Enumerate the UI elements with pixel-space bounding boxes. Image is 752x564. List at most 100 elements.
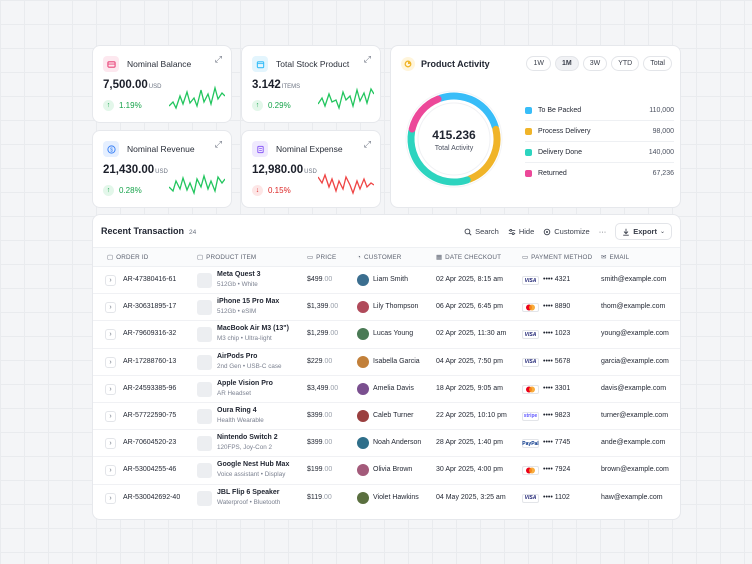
expand-row-icon[interactable]: › bbox=[105, 275, 116, 286]
order-id: AR-57722590-75 bbox=[123, 411, 177, 419]
table-row[interactable]: › AR-24593385-96 Apple Vision Pro AR Headse… bbox=[93, 376, 680, 403]
customize-button[interactable]: Customize bbox=[543, 227, 590, 236]
expand-row-icon[interactable]: › bbox=[105, 410, 116, 422]
price: $1,399.00 bbox=[307, 303, 339, 311]
checkout-date: 18 Apr 2025, 9:05 am bbox=[436, 384, 503, 392]
product-image bbox=[197, 354, 212, 370]
visa-logo-icon: VISA bbox=[522, 276, 539, 285]
stat-title: Nominal Revenue bbox=[127, 144, 195, 154]
table-row[interactable]: › AR-47380416-61 Meta Quest 3 512Gb • White… bbox=[93, 267, 680, 295]
table-row[interactable]: › AR-57722590-75 Oura Ring 4 Health Wearabl… bbox=[93, 403, 680, 431]
product-subtitle: 512Gb • eSIM bbox=[217, 308, 257, 316]
table-toolbar: Search Hide Customize ··· Export ⌄ bbox=[464, 223, 672, 240]
order-id: AR-30631895-17 bbox=[123, 303, 177, 311]
email[interactable]: haw@example.com bbox=[601, 493, 663, 501]
col-price[interactable]: ▭ PRICE bbox=[307, 254, 337, 261]
product-subtitle: 512Gb • White bbox=[217, 281, 258, 288]
mail-icon: ✉ bbox=[601, 254, 607, 261]
donut-segment bbox=[407, 128, 471, 186]
expand-row-icon[interactable]: › bbox=[105, 465, 116, 477]
period-1w[interactable]: 1W bbox=[526, 56, 551, 71]
avatar bbox=[357, 437, 369, 450]
stat-card-balance: Nominal Balance ⤢ 7,500.00USD ↑ 1.19% bbox=[92, 45, 232, 123]
col-date-checkout[interactable]: ▦ DATE CHECKOUT bbox=[436, 254, 502, 261]
checkout-date: 02 Apr 2025, 8:15 am bbox=[436, 276, 503, 283]
email[interactable]: thom@example.com bbox=[601, 303, 666, 311]
order-id: AR-47380416-61 bbox=[123, 276, 177, 283]
more-button[interactable]: ··· bbox=[598, 227, 607, 236]
card-last4: •••• 8890 bbox=[543, 303, 571, 311]
price: $399.00 bbox=[307, 439, 333, 447]
expand-icon[interactable]: ⤢ bbox=[214, 139, 222, 149]
card-last4: •••• 4321 bbox=[543, 276, 571, 283]
stat-value: 21,430.00USD bbox=[103, 164, 168, 176]
expand-row-icon[interactable]: › bbox=[105, 356, 116, 368]
expand-row-icon[interactable]: › bbox=[105, 383, 116, 395]
expand-icon[interactable]: ⤢ bbox=[214, 54, 222, 64]
product-name: JBL Flip 6 Speaker bbox=[217, 488, 280, 496]
expand-row-icon[interactable]: › bbox=[105, 329, 116, 341]
mc-logo-icon bbox=[522, 303, 539, 313]
table-row[interactable]: › AR-70604520-23 Nintendo Switch 2 120FPS, … bbox=[93, 430, 680, 458]
customer-name: Amelia Davis bbox=[373, 384, 414, 392]
price: $229.00 bbox=[307, 357, 333, 365]
legend-item: Delivery Done 140,000 bbox=[525, 142, 674, 163]
expand-row-icon[interactable]: › bbox=[105, 302, 116, 314]
export-button[interactable]: Export ⌄ bbox=[615, 223, 672, 240]
col-email[interactable]: ✉ EMAIL bbox=[601, 254, 630, 261]
email[interactable]: turner@example.com bbox=[601, 411, 669, 419]
svg-text:$: $ bbox=[110, 147, 113, 153]
period-ytd[interactable]: YTD bbox=[611, 56, 640, 71]
table-row[interactable]: › AR-53004255-46 Google Nest Hub Max Voice … bbox=[93, 457, 680, 485]
expand-icon[interactable]: ⤢ bbox=[363, 139, 371, 149]
visa-logo-icon: VISA bbox=[522, 493, 539, 503]
period-3w[interactable]: 3W bbox=[582, 56, 608, 71]
wallet-icon bbox=[103, 56, 119, 72]
customer-name: Lily Thompson bbox=[373, 303, 419, 311]
card-last4: •••• 9823 bbox=[543, 411, 571, 419]
email[interactable]: garcia@example.com bbox=[601, 357, 669, 365]
checkout-date: 28 Apr 2025, 1:40 pm bbox=[436, 439, 503, 447]
email[interactable]: smith@example.com bbox=[601, 276, 667, 283]
email[interactable]: davis@example.com bbox=[601, 384, 667, 392]
avatar bbox=[357, 382, 369, 395]
col-customer[interactable]: ◔ CUSTOMER bbox=[357, 254, 402, 261]
table-row[interactable]: › AR-530042692-40 JBL Flip 6 Speaker Waterp… bbox=[93, 485, 680, 512]
box-icon bbox=[252, 56, 268, 72]
chevron-down-icon: ⌄ bbox=[659, 229, 665, 235]
col-product-item[interactable]: ▢ PRODUCT ITEM bbox=[197, 254, 257, 261]
order-id: AR-530042692-40 bbox=[123, 493, 181, 501]
checkout-date: 02 Apr 2025, 11:30 am bbox=[436, 330, 507, 338]
product-name: Nintendo Switch 2 bbox=[217, 434, 278, 442]
col-payment-method[interactable]: ▭ PAYMENT METHOD bbox=[522, 254, 593, 261]
table-row[interactable]: › AR-17288760-13 AirPods Pro 2nd Gen • USB-… bbox=[93, 349, 680, 376]
hide-button[interactable]: Hide bbox=[508, 227, 534, 236]
table-row[interactable]: › AR-79609316-32 MacBook Air M3 (13") M3 ch… bbox=[93, 321, 680, 349]
product-subtitle: AR Headset bbox=[217, 389, 251, 397]
customer-name: Noah Anderson bbox=[373, 439, 422, 447]
paypal-logo-icon: PayPal bbox=[522, 439, 539, 449]
checkout-date: 22 Apr 2025, 10:10 pm bbox=[436, 411, 507, 419]
table-body: › AR-47380416-61 Meta Quest 3 512Gb • White… bbox=[93, 267, 680, 512]
product-name: Apple Vision Pro bbox=[217, 379, 273, 387]
price: $119.00 bbox=[307, 493, 332, 501]
col-order-id[interactable]: ▢ ORDER ID bbox=[107, 254, 149, 261]
expand-row-icon[interactable]: › bbox=[105, 438, 116, 450]
table-row[interactable]: › AR-30631895-17 iPhone 15 Pro Max 512Gb • … bbox=[93, 294, 680, 322]
arrow-down-icon: ↓ bbox=[252, 185, 263, 196]
period-total[interactable]: Total bbox=[643, 56, 672, 71]
product-image bbox=[197, 490, 212, 506]
email[interactable]: brown@example.com bbox=[601, 466, 669, 474]
email[interactable]: ande@example.com bbox=[601, 439, 666, 447]
search-button[interactable]: Search bbox=[464, 227, 499, 236]
expand-row-icon[interactable]: › bbox=[105, 492, 116, 504]
expand-icon[interactable]: ⤢ bbox=[363, 54, 371, 64]
product-subtitle: Waterproof • Bluetooth bbox=[217, 498, 281, 506]
recent-transaction-card: Recent Transaction 24 Search Hide Customi… bbox=[92, 214, 681, 520]
donut-segment bbox=[436, 92, 499, 131]
product-name: iPhone 15 Pro Max bbox=[217, 298, 280, 306]
activity-title: Product Activity bbox=[421, 59, 490, 69]
email[interactable]: young@example.com bbox=[601, 330, 669, 338]
donut-total: 415.236 bbox=[432, 128, 476, 142]
period-1m[interactable]: 1M bbox=[554, 56, 579, 71]
